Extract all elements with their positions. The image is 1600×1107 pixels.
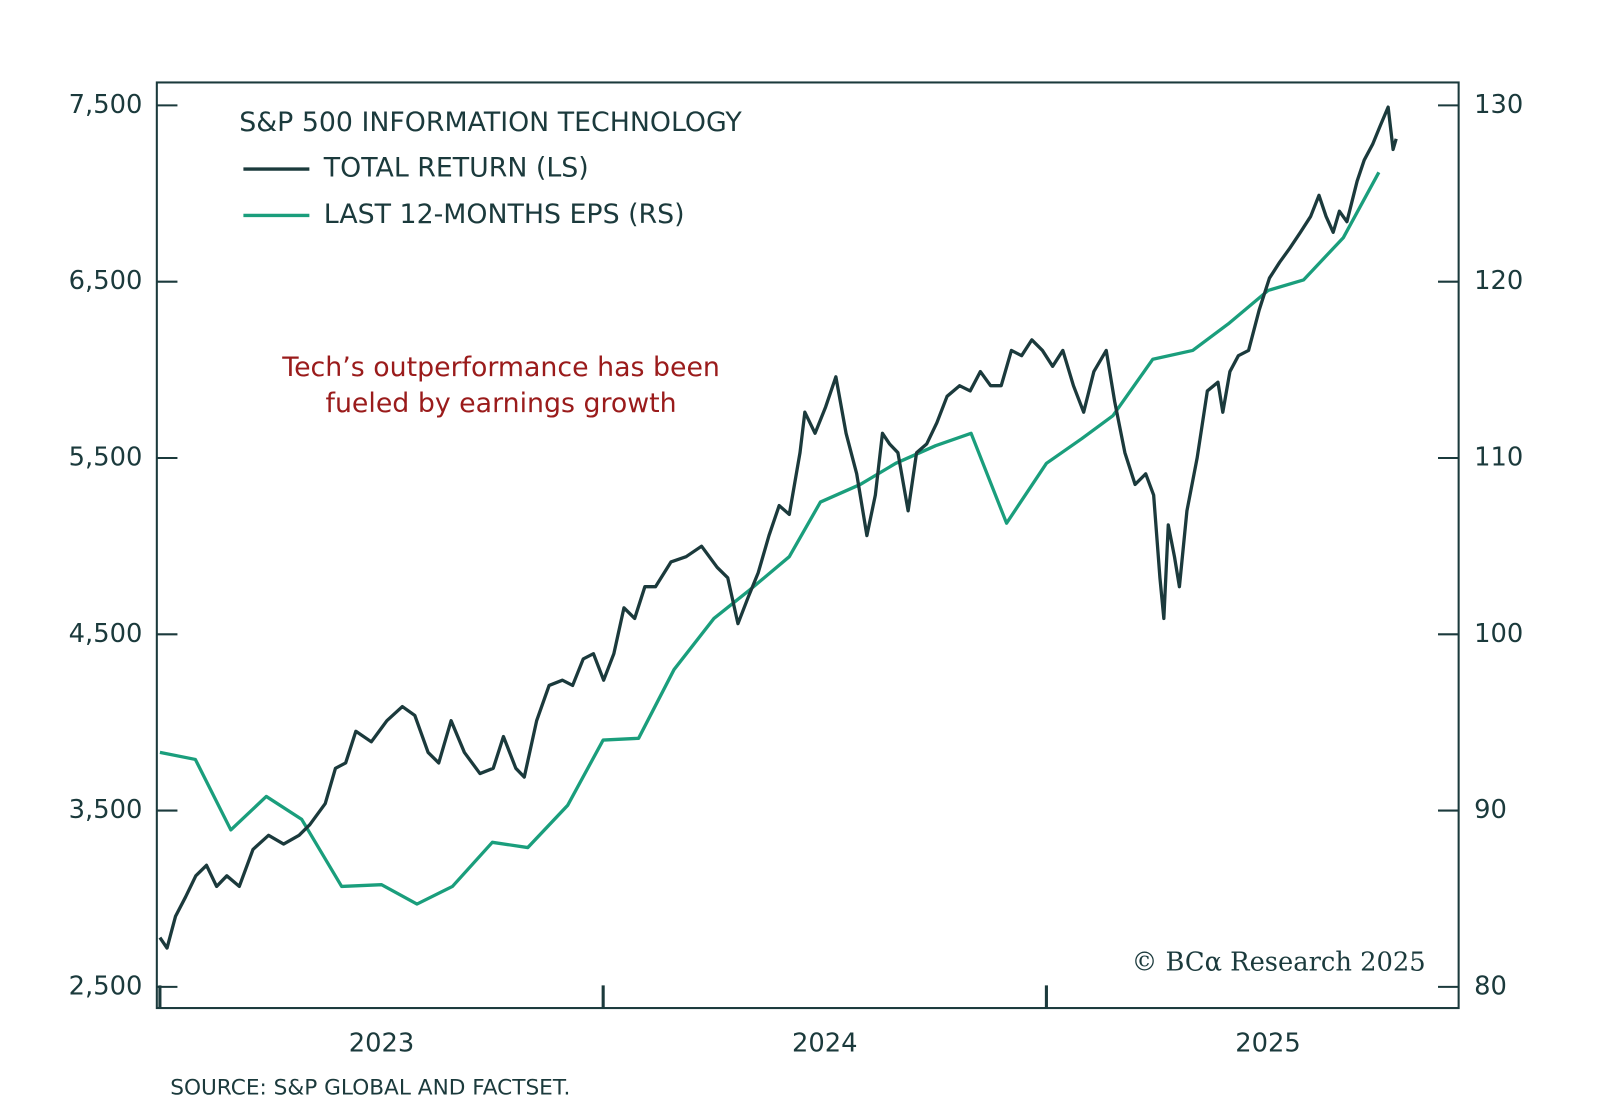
legend-label: LAST 12-MONTHS EPS (RS) <box>324 199 685 230</box>
series-line <box>158 105 1398 950</box>
x-tick-label: 2025 <box>1235 1029 1301 1059</box>
y-tick-label: 7,500 <box>69 90 143 120</box>
y2-tick-label: 100 <box>1474 619 1523 649</box>
source: SOURCE: S&P GLOBAL AND FACTSET. <box>170 1075 570 1100</box>
y-tick-label: 4,500 <box>69 619 143 649</box>
y2-tick-label: 110 <box>1474 442 1523 472</box>
y-tick-label: 5,500 <box>69 442 143 472</box>
y-tick-label: 6,500 <box>69 266 143 296</box>
annotation: Tech’s outperformance has been fueled by … <box>281 351 720 418</box>
y2-tick-label: 130 <box>1474 90 1523 120</box>
x-tick-label: 2023 <box>349 1029 415 1059</box>
y2-tick-label: 120 <box>1474 266 1523 296</box>
y2-tick-label: 80 <box>1474 971 1507 1001</box>
series-line <box>159 171 1381 906</box>
watermark: © BCα Research 2025 <box>1132 948 1426 978</box>
chart-title: S&P 500 INFORMATION TECHNOLOGY <box>239 107 742 138</box>
y-tick-label: 2,500 <box>69 971 143 1001</box>
legend-label: TOTAL RETURN (LS) <box>323 153 589 184</box>
y2-tick-label: 90 <box>1474 795 1507 825</box>
x-tick-label: 2024 <box>792 1029 858 1059</box>
plot-frame <box>155 81 1460 1010</box>
annotation-line: Tech’s outperformance has been <box>281 351 720 382</box>
y-tick-label: 3,500 <box>69 795 143 825</box>
annotation-line: fueled by earnings growth <box>326 388 677 419</box>
